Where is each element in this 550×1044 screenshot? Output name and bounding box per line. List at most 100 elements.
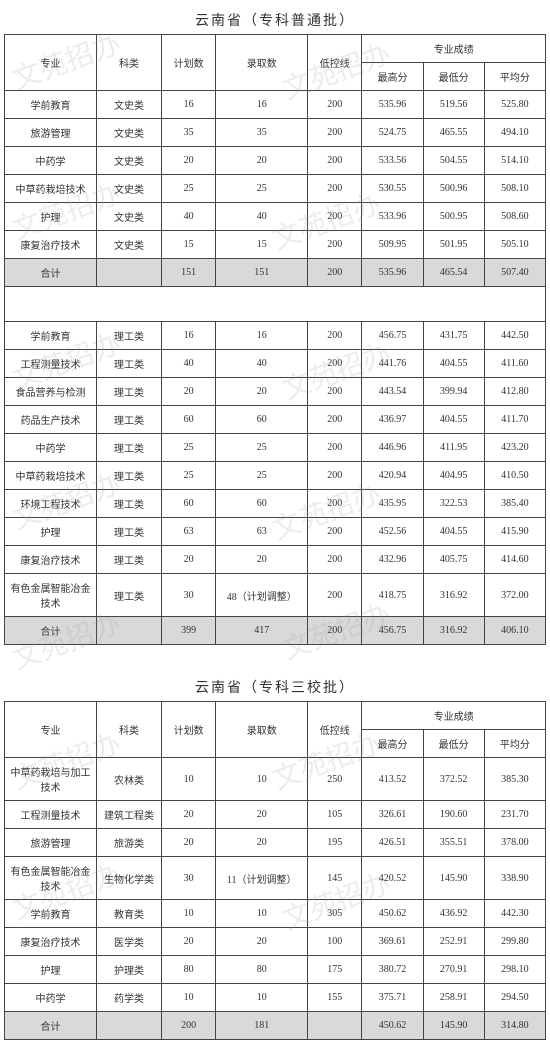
total-avg: 406.10 [484, 617, 545, 645]
cell-plan: 20 [162, 928, 216, 956]
total-plan: 200 [162, 1012, 216, 1040]
cell-plan: 20 [162, 829, 216, 857]
cell-low: 200 [308, 462, 362, 490]
cell-major: 康复治疗技术 [5, 546, 97, 574]
cell-avg: 410.50 [484, 462, 545, 490]
total-label: 合计 [5, 1012, 97, 1040]
cell-low: 200 [308, 231, 362, 259]
cell-low: 175 [308, 956, 362, 984]
cell-max: 375.71 [362, 984, 423, 1012]
data-table: 专业科类计划数录取数低控线专业成绩最高分最低分平均分中草药栽培与加工技术农林类1… [4, 701, 546, 1040]
cell-major: 康复治疗技术 [5, 231, 97, 259]
table-row: 环境工程技术理工类6060200435.95322.53385.40 [5, 490, 546, 518]
cell-major: 学前教育 [5, 91, 97, 119]
table-row: 康复治疗技术医学类2020100369.61252.91299.80 [5, 928, 546, 956]
cell-admit: 20 [216, 829, 308, 857]
cell-max: 426.51 [362, 829, 423, 857]
total-label: 合计 [5, 259, 97, 287]
cell-low: 200 [308, 175, 362, 203]
col-avg: 平均分 [484, 730, 545, 758]
cell-avg: 514.10 [484, 147, 545, 175]
cell-min: 404.95 [423, 462, 484, 490]
cell-cat: 理工类 [97, 490, 162, 518]
total-plan: 399 [162, 617, 216, 645]
cell-admit: 80 [216, 956, 308, 984]
cell-avg: 505.10 [484, 231, 545, 259]
cell-major: 有色金属智能冶金技术 [5, 574, 97, 617]
cell-low: 200 [308, 350, 362, 378]
total-min: 316.92 [423, 617, 484, 645]
cell-avg: 414.60 [484, 546, 545, 574]
cell-cat: 文史类 [97, 203, 162, 231]
cell-major: 工程测量技术 [5, 350, 97, 378]
cell-major: 中草药栽培技术 [5, 175, 97, 203]
cell-cat: 教育类 [97, 900, 162, 928]
cell-max: 435.95 [362, 490, 423, 518]
cell-plan: 63 [162, 518, 216, 546]
cell-admit: 48（计划调整） [216, 574, 308, 617]
cell-min: 405.75 [423, 546, 484, 574]
cell-avg: 378.00 [484, 829, 545, 857]
cell-low: 200 [308, 203, 362, 231]
cell-low: 200 [308, 119, 362, 147]
cell-avg: 411.60 [484, 350, 545, 378]
cell-min: 252.91 [423, 928, 484, 956]
cell-low: 305 [308, 900, 362, 928]
cell-min: 316.92 [423, 574, 484, 617]
cell-cat: 理工类 [97, 574, 162, 617]
table-row: 康复治疗技术理工类2020200432.96405.75414.60 [5, 546, 546, 574]
cell-admit: 16 [216, 91, 308, 119]
cell-admit: 20 [216, 378, 308, 406]
cell-plan: 25 [162, 175, 216, 203]
data-table: 专业科类计划数录取数低控线专业成绩最高分最低分平均分学前教育文史类1616200… [4, 34, 546, 645]
cell-admit: 25 [216, 434, 308, 462]
col-min: 最低分 [423, 63, 484, 91]
table-row: 旅游管理文史类3535200524.75465.55494.10 [5, 119, 546, 147]
cell-admit: 25 [216, 175, 308, 203]
cell-cat: 药学类 [97, 984, 162, 1012]
cell-cat: 建筑工程类 [97, 801, 162, 829]
cell-admit: 15 [216, 231, 308, 259]
section-gap [4, 645, 546, 671]
cell-major: 中草药栽培技术 [5, 462, 97, 490]
col-admit: 录取数 [216, 35, 308, 91]
col-score-group: 专业成绩 [362, 702, 546, 730]
cell-avg: 385.30 [484, 758, 545, 801]
table-row: 中草药栽培技术理工类2525200420.94404.95410.50 [5, 462, 546, 490]
cell-min: 519.56 [423, 91, 484, 119]
cell-low: 200 [308, 147, 362, 175]
total-empty [97, 617, 162, 645]
cell-avg: 372.00 [484, 574, 545, 617]
cell-avg: 411.70 [484, 406, 545, 434]
cell-plan: 60 [162, 490, 216, 518]
cell-cat: 理工类 [97, 322, 162, 350]
cell-plan: 60 [162, 406, 216, 434]
cell-low: 200 [308, 322, 362, 350]
cell-min: 504.55 [423, 147, 484, 175]
table-row: 中药学药学类1010155375.71258.91294.50 [5, 984, 546, 1012]
cell-avg: 294.50 [484, 984, 545, 1012]
total-label: 合计 [5, 617, 97, 645]
cell-avg: 298.10 [484, 956, 545, 984]
cell-cat: 农林类 [97, 758, 162, 801]
cell-cat: 生物化学类 [97, 857, 162, 900]
cell-admit: 63 [216, 518, 308, 546]
total-avg: 314.80 [484, 1012, 545, 1040]
cell-low: 200 [308, 574, 362, 617]
cell-admit: 20 [216, 147, 308, 175]
cell-min: 431.75 [423, 322, 484, 350]
cell-major: 护理 [5, 518, 97, 546]
col-score-group: 专业成绩 [362, 35, 546, 63]
total-avg: 507.40 [484, 259, 545, 287]
cell-min: 411.95 [423, 434, 484, 462]
cell-min: 404.55 [423, 518, 484, 546]
cell-min: 465.55 [423, 119, 484, 147]
cell-min: 404.55 [423, 350, 484, 378]
cell-avg: 525.80 [484, 91, 545, 119]
total-max: 450.62 [362, 1012, 423, 1040]
cell-min: 190.60 [423, 801, 484, 829]
col-admit: 录取数 [216, 702, 308, 758]
total-low [308, 1012, 362, 1040]
cell-low: 155 [308, 984, 362, 1012]
cell-admit: 10 [216, 984, 308, 1012]
